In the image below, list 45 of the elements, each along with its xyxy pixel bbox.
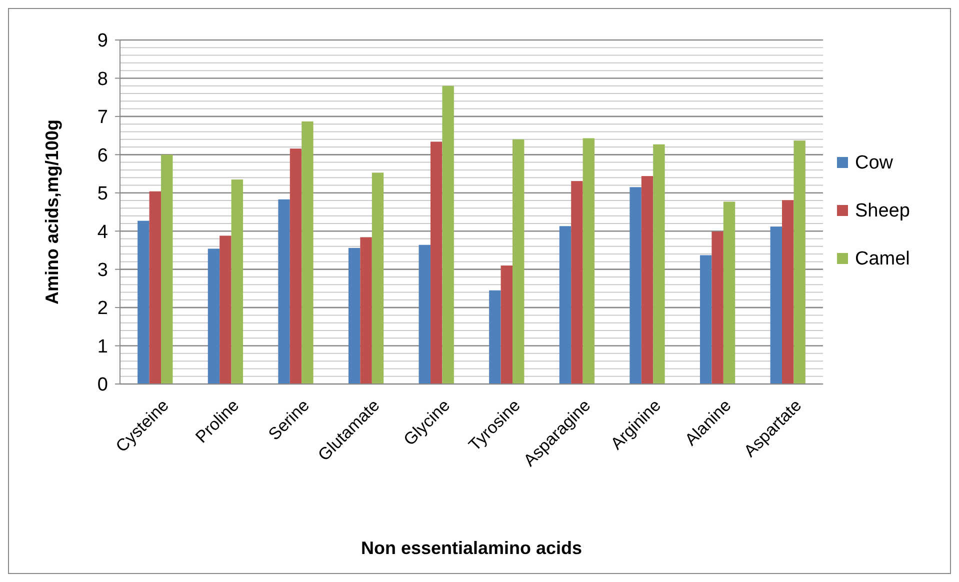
y-tick-label: 2 — [97, 298, 108, 320]
bar — [641, 176, 654, 384]
bar — [442, 86, 454, 384]
bar — [302, 121, 314, 384]
legend-label: Sheep — [855, 200, 910, 222]
y-tick-label: 8 — [97, 68, 108, 90]
bar — [571, 181, 583, 384]
y-tick-label: 5 — [97, 184, 108, 205]
legend-label: Camel — [855, 248, 910, 270]
bar — [348, 248, 360, 384]
bar — [512, 139, 524, 384]
bar — [770, 226, 782, 384]
bar — [489, 290, 501, 384]
y-tick-label: 0 — [97, 374, 108, 396]
bar — [418, 244, 430, 384]
bar — [231, 180, 244, 384]
bar — [430, 142, 442, 384]
y-tick-label: 7 — [97, 107, 108, 128]
bar — [630, 187, 642, 384]
bar — [360, 237, 372, 384]
bar — [712, 231, 724, 384]
bar — [700, 255, 712, 384]
bar — [372, 172, 384, 384]
y-tick-label: 4 — [97, 222, 108, 243]
bar — [582, 138, 595, 384]
y-tick-label: 9 — [97, 30, 108, 52]
bar — [278, 199, 290, 384]
bar — [208, 248, 220, 384]
legend-label: Cow — [855, 152, 894, 174]
y-tick-label: 3 — [97, 260, 108, 281]
y-axis-title: Amino acids,mg/100g — [42, 119, 62, 305]
y-tick-label: 1 — [97, 336, 108, 358]
bar — [138, 220, 150, 384]
bar — [653, 144, 665, 384]
bar — [782, 200, 794, 384]
bar — [500, 266, 513, 384]
bar — [723, 202, 736, 384]
bar — [161, 154, 173, 384]
bar — [220, 236, 232, 384]
bar — [290, 148, 302, 384]
bar — [794, 140, 806, 384]
bar — [559, 226, 572, 384]
bar — [149, 191, 162, 384]
x-axis-title: Non essentialamino acids — [360, 538, 582, 558]
y-tick-label: 6 — [97, 145, 108, 166]
